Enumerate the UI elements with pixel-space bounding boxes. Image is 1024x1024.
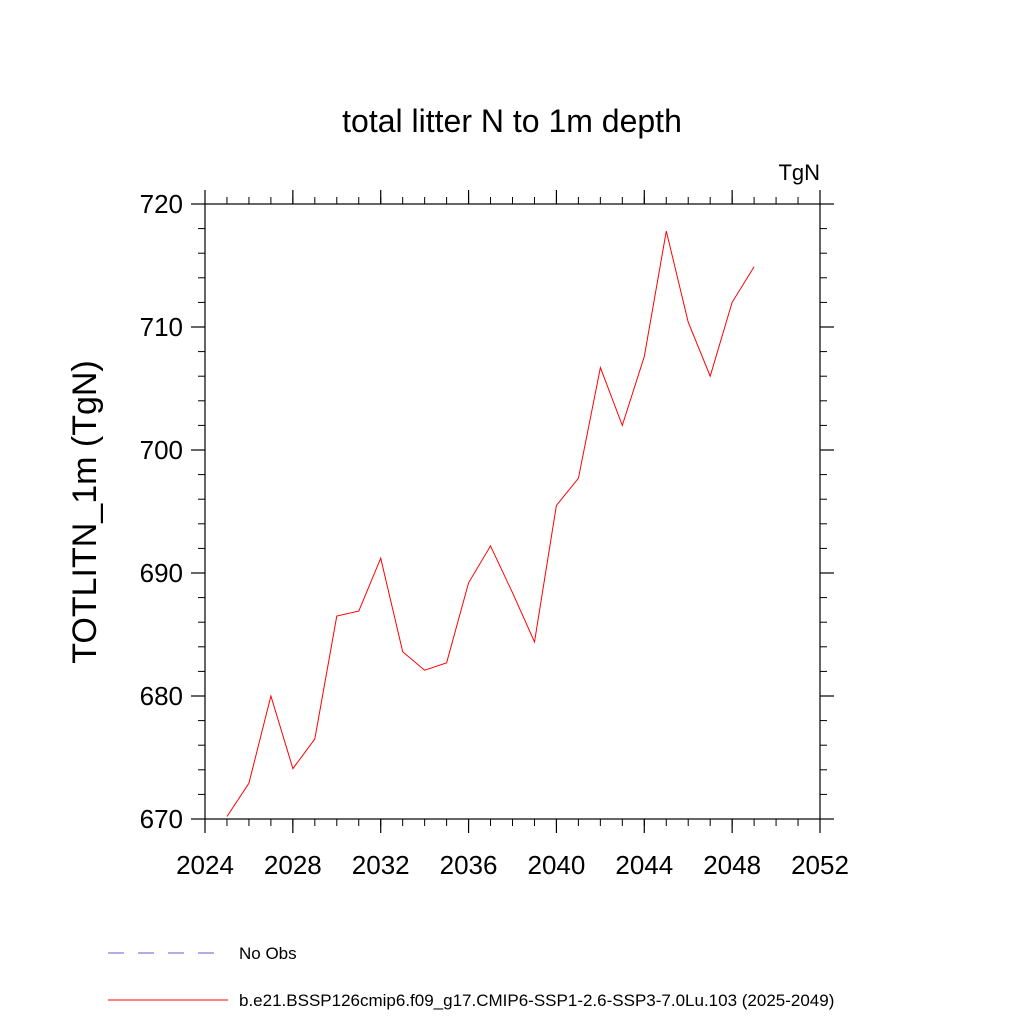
x-tick-label: 2028	[264, 850, 322, 880]
legend: No Obs b.e21.BSSP126cmip6.f09_g17.CMIP6-…	[108, 944, 834, 1010]
y-tick-label: 720	[140, 189, 183, 219]
major-ticks	[191, 190, 834, 833]
plot-frame	[204, 203, 821, 820]
x-tick-labels: 2024 2028 2032 2036 2040 2044 2048 2052	[176, 850, 849, 880]
x-tick-label: 2048	[703, 850, 761, 880]
x-tick-label: 2024	[176, 850, 234, 880]
minor-ticks	[198, 197, 827, 826]
y-tick-label: 690	[140, 558, 183, 588]
y-tick-label: 680	[140, 681, 183, 711]
y-tick-label: 700	[140, 435, 183, 465]
x-tick-label: 2036	[440, 850, 498, 880]
y-axis-label: TOTLITN_1m (TgN)	[66, 360, 104, 664]
y-tick-labels: 670 680 690 700 710 720	[140, 189, 183, 834]
x-tick-label: 2032	[352, 850, 410, 880]
series-line	[226, 230, 755, 817]
series-layer	[226, 230, 755, 817]
legend-label-no-obs: No Obs	[239, 944, 297, 963]
chart-title: total litter N to 1m depth	[342, 103, 682, 139]
legend-label-model-run: b.e21.BSSP126cmip6.f09_g17.CMIP6-SSP1-2.…	[239, 991, 834, 1010]
x-tick-label: 2052	[791, 850, 849, 880]
y-tick-label: 710	[140, 312, 183, 342]
units-label: TgN	[778, 160, 820, 185]
legend-item-no-obs: No Obs	[108, 944, 297, 963]
legend-item-model-run: b.e21.BSSP126cmip6.f09_g17.CMIP6-SSP1-2.…	[108, 991, 834, 1010]
x-tick-label: 2044	[615, 850, 673, 880]
x-tick-label: 2040	[528, 850, 586, 880]
y-tick-label: 670	[140, 804, 183, 834]
